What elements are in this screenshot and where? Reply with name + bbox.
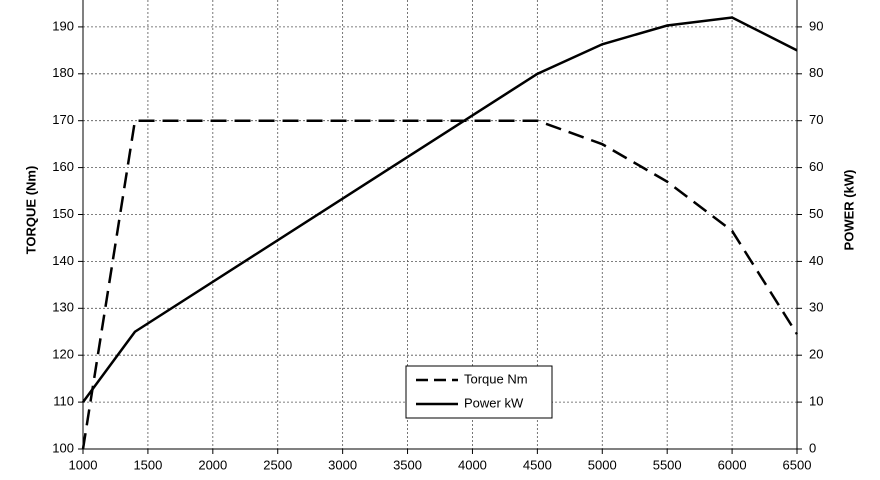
y2-tick-label: 70 (809, 112, 823, 127)
x-tick-label: 1000 (69, 457, 98, 472)
y-tick-label: 190 (52, 18, 74, 33)
x-tick-label: 3500 (393, 457, 422, 472)
y-tick-label: 130 (52, 300, 74, 315)
y2-tick-label: 20 (809, 347, 823, 362)
y2-tick-label: 80 (809, 65, 823, 80)
legend-label: Torque Nm (464, 371, 528, 386)
x-tick-label: 6000 (718, 457, 747, 472)
y2-tick-label: 60 (809, 159, 823, 174)
x-tick-label: 2000 (198, 457, 227, 472)
legend-box (405, 365, 553, 419)
x-tick-label: 4000 (458, 457, 487, 472)
y2-tick-label: 50 (809, 206, 823, 221)
y2-tick-label: 90 (809, 18, 823, 33)
x-tick-label: 3000 (328, 457, 357, 472)
y2-tick-label: 10 (809, 394, 823, 409)
x-tick-label: 4500 (523, 457, 552, 472)
y2-tick-label: 0 (809, 440, 816, 455)
x-tick-label: 5500 (653, 457, 682, 472)
y-tick-label: 160 (52, 159, 74, 174)
data-line (81, 119, 799, 450)
y-tick-label: 120 (52, 347, 74, 362)
x-tick-label: 6500 (783, 457, 812, 472)
y-axis-label: TORQUE (Nm) (23, 166, 38, 255)
data-line (81, 16, 798, 403)
y-tick-label: 110 (53, 394, 74, 409)
x-tick-label: 2500 (263, 457, 292, 472)
y-tick-label: 150 (52, 206, 74, 221)
y2-tick-label: 30 (809, 300, 823, 315)
y-tick-label: 180 (52, 65, 74, 80)
y-tick-label: 100 (52, 440, 74, 455)
x-tick-label: 5000 (588, 457, 617, 472)
y2-axis-label: POWER (kW) (841, 170, 856, 251)
x-tick-label: 1500 (133, 457, 162, 472)
legend-label: Power kW (464, 395, 524, 410)
y2-tick-label: 40 (809, 253, 823, 268)
y-tick-label: 140 (52, 253, 74, 268)
y-tick-label: 170 (52, 112, 74, 127)
